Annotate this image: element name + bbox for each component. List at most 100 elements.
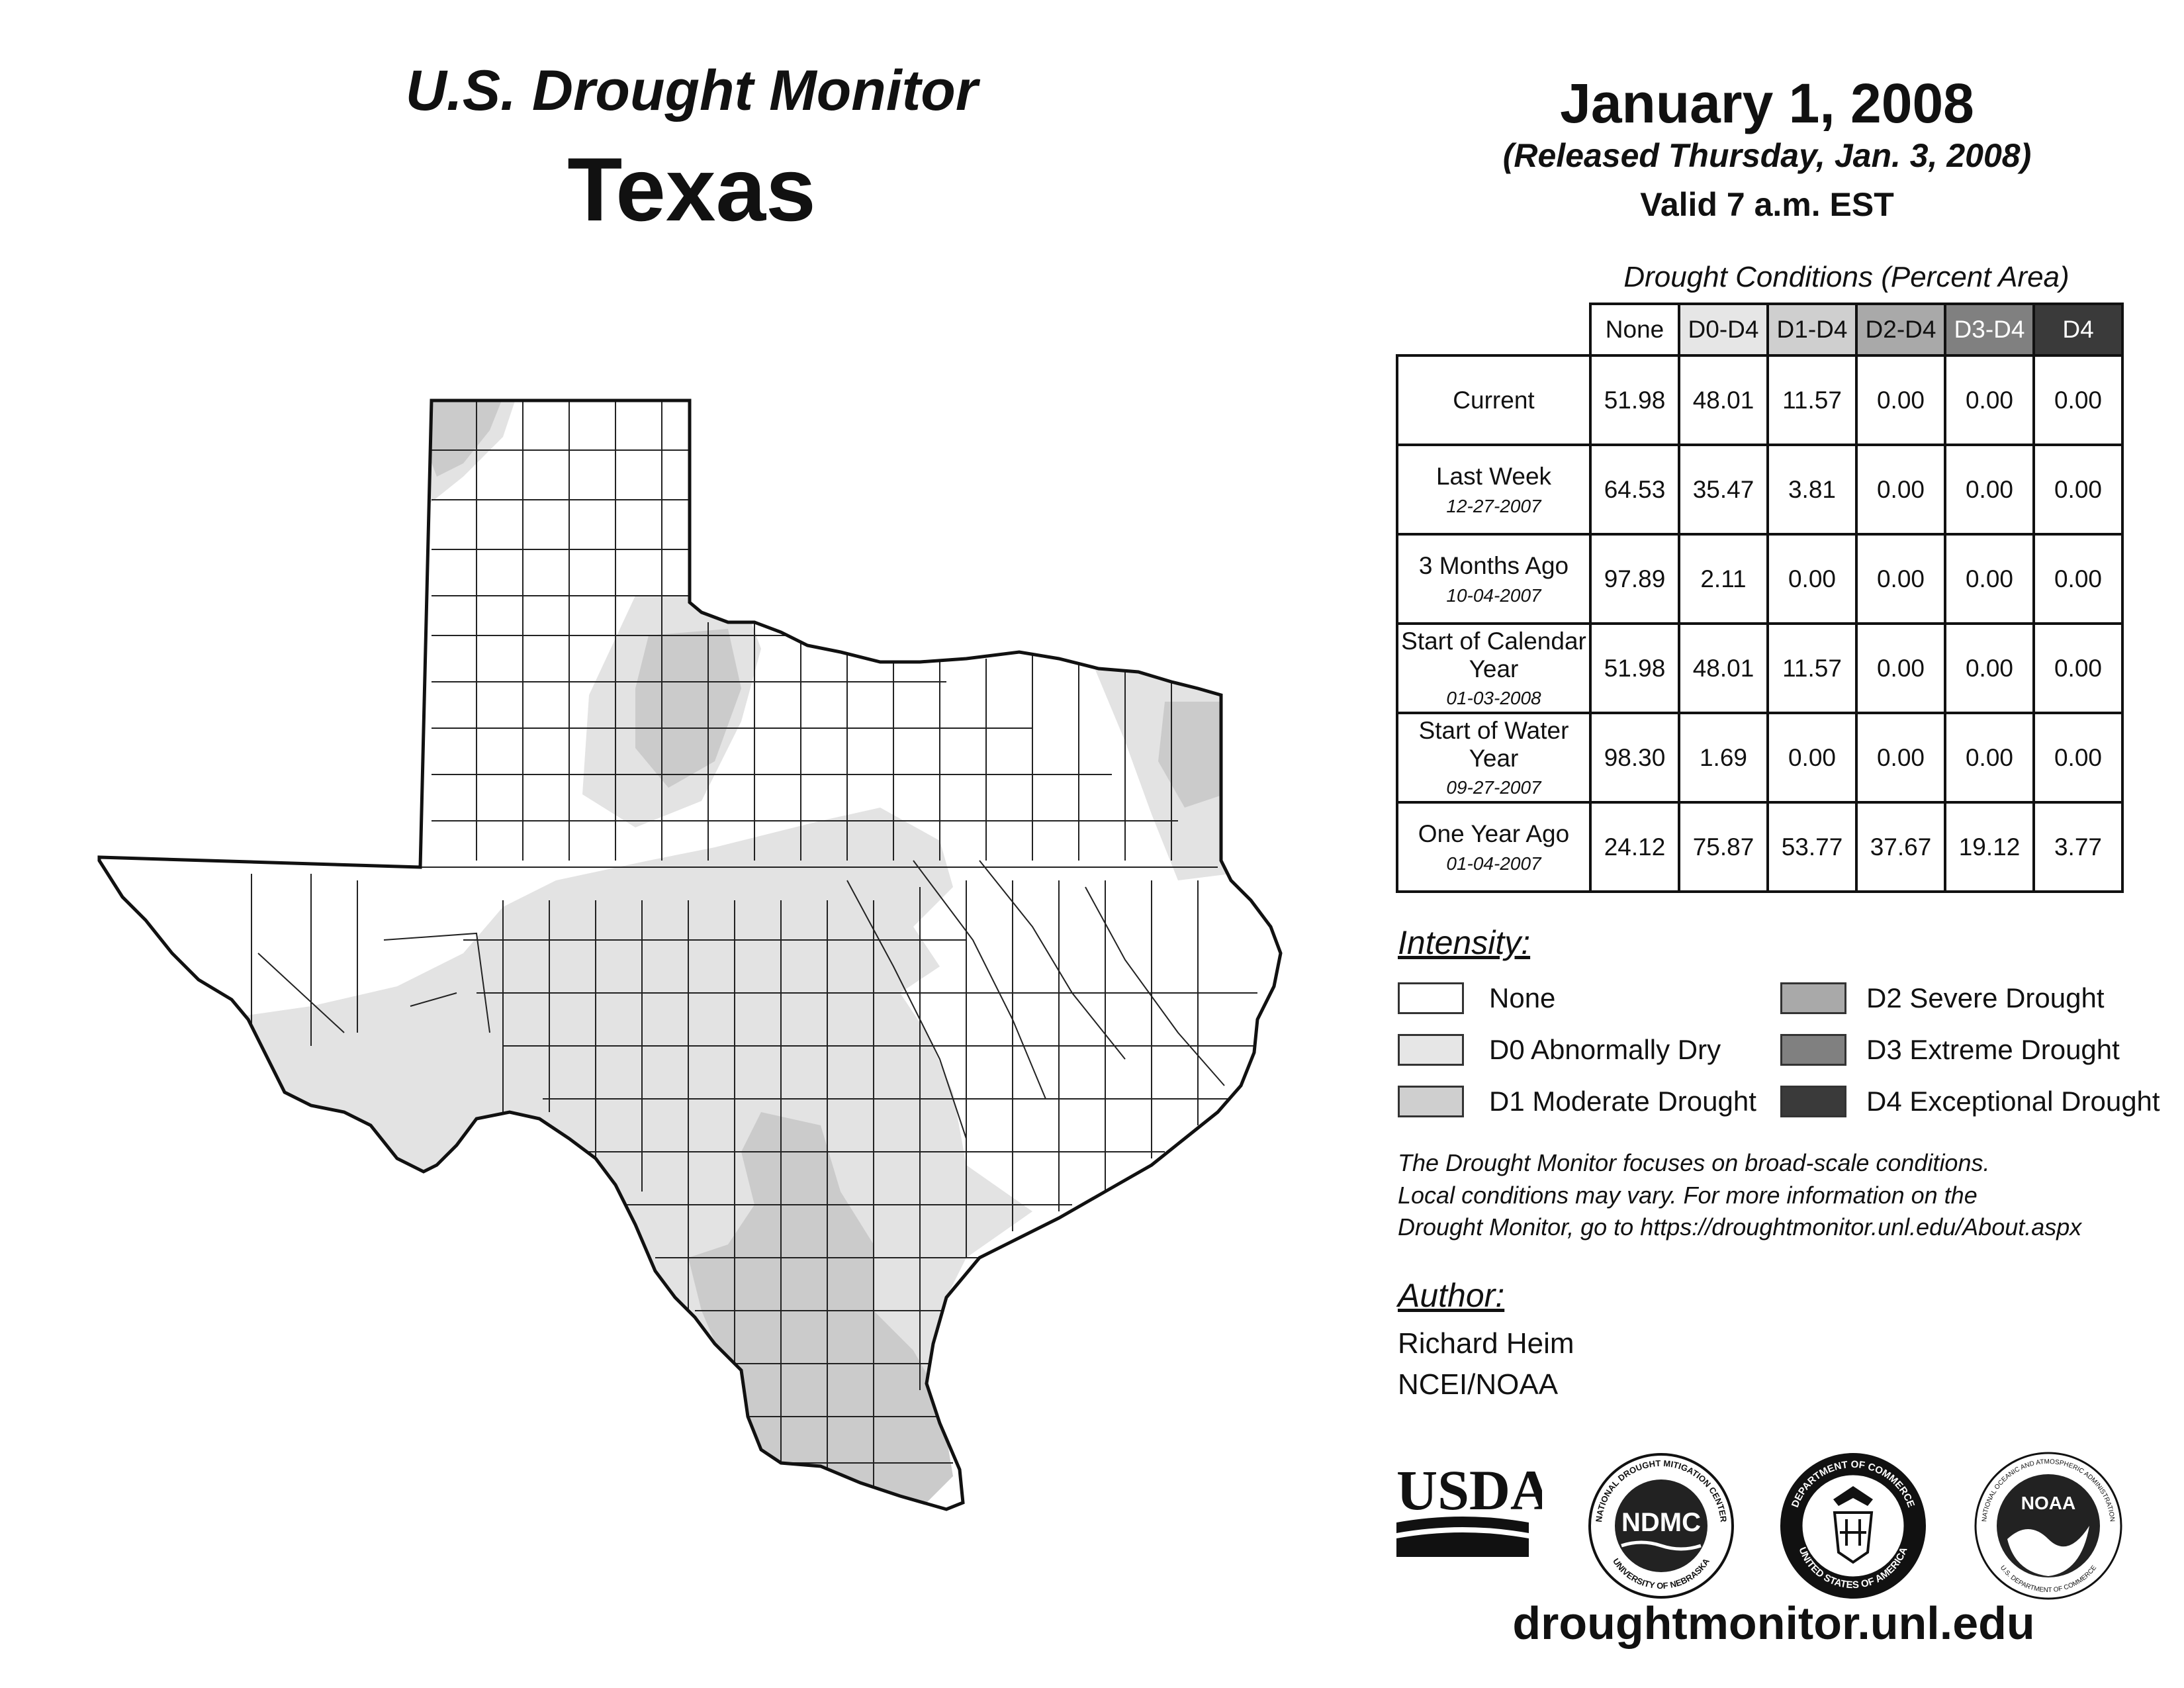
map-date: January 1, 2008 — [1560, 72, 1974, 134]
row-label: 3 Months Ago 10-04-2007 — [1396, 533, 1592, 625]
row-date: 01-04-2007 — [1446, 853, 1541, 874]
table-cell: 0.00 — [1855, 354, 1946, 446]
table-cell: 2.11 — [1678, 533, 1769, 625]
d1-east-texas — [1158, 702, 1224, 808]
legend-swatch-d0 — [1398, 1034, 1464, 1066]
col-header-d3-d4: D3-D4 — [1944, 303, 2035, 357]
drought-shading — [218, 400, 1231, 1509]
table-cell: 75.87 — [1678, 801, 1769, 893]
row-date: 10-04-2007 — [1446, 585, 1541, 606]
table-cell: 0.00 — [1855, 533, 1946, 625]
website-url[interactable]: droughtmonitor.unl.edu — [1512, 1597, 2035, 1649]
col-header-d1-d4: D1-D4 — [1766, 303, 1858, 357]
d1-south-texas — [688, 1112, 953, 1509]
table-row: Start of Calendar Year 01-03-2008 51.98 48.… — [1396, 622, 2124, 714]
legend-swatch-d3 — [1780, 1034, 1846, 1066]
legend-swatch-none — [1398, 982, 1464, 1014]
legend-label-d3: D3 Extreme Drought — [1866, 1034, 2120, 1065]
legend-label-d1: D1 Moderate Drought — [1489, 1086, 1756, 1117]
legend-swatch-d4 — [1780, 1086, 1846, 1117]
table-cell: 0.00 — [1944, 622, 2035, 714]
table-cell: 51.98 — [1589, 354, 1680, 446]
table-cell: 0.00 — [1855, 712, 1946, 804]
table-cell: 19.12 — [1944, 801, 2035, 893]
table-cell: 0.00 — [2032, 444, 2124, 536]
table-cell: 64.53 — [1589, 444, 1680, 536]
col-header-d4: D4 — [2032, 303, 2124, 357]
table-cell: 48.01 — [1678, 354, 1769, 446]
row-label-text: Last Week — [1435, 463, 1552, 491]
legend-label-none: None — [1489, 982, 1556, 1013]
table-cell: 0.00 — [2032, 712, 2124, 804]
d1-rolling-plains — [635, 629, 741, 788]
table-cell: 53.77 — [1766, 801, 1858, 893]
ndmc-logo-text: NDMC — [1621, 1508, 1701, 1537]
table-cell: 11.57 — [1766, 622, 1858, 714]
legend-swatch-d1 — [1398, 1086, 1464, 1117]
valid-time: Valid 7 a.m. EST — [1640, 186, 1894, 223]
map-title: U.S. Drought Monitor — [405, 59, 978, 122]
usda-logo-text: USDA — [1396, 1458, 1542, 1522]
table-row: Last Week 12-27-2007 64.53 35.47 3.81 0.00 0.0… — [1396, 444, 2124, 536]
table-cell: 98.30 — [1589, 712, 1680, 804]
table-cell: 24.12 — [1589, 801, 1680, 893]
author-name: Richard Heim — [1398, 1327, 1574, 1360]
row-label: Start of Calendar Year 01-03-2008 — [1396, 622, 1592, 714]
county-boundaries — [251, 400, 1257, 1489]
release-date: (Released Thursday, Jan. 3, 2008) — [1502, 137, 2032, 174]
noaa-logo: NATIONAL OCEANIC AND ATMOSPHERIC ADMINIS… — [1974, 1452, 2122, 1600]
row-label-text: 3 Months Ago — [1418, 552, 1569, 580]
row-date: 12-27-2007 — [1446, 495, 1541, 516]
row-label-text: Start of Water Year — [1418, 717, 1569, 772]
row-label: Start of Water Year 09-27-2007 — [1396, 712, 1592, 804]
commerce-seal-logo: DEPARTMENT OF COMMERCE UNITED STATES OF … — [1780, 1453, 1926, 1599]
legend-title: Intensity: — [1398, 924, 1531, 961]
table-cell: 35.47 — [1678, 444, 1769, 536]
disclaimer-note: The Drought Monitor focuses on broad-sca… — [1398, 1147, 2159, 1244]
table-cell: 1.69 — [1678, 712, 1769, 804]
table-cell: 3.77 — [2032, 801, 2124, 893]
table-row: Current 51.98 48.01 11.57 0.00 0.00 0.00 — [1396, 354, 2124, 446]
row-label: Current — [1396, 354, 1592, 446]
author-title: Author: — [1398, 1277, 1505, 1314]
table-cell: 3.81 — [1766, 444, 1858, 536]
texas-drought-map — [0, 0, 1383, 1688]
table-cell: 48.01 — [1678, 622, 1769, 714]
row-label-text: Current — [1453, 386, 1535, 414]
col-header-d0-d4: D0-D4 — [1678, 303, 1769, 357]
table-cell: 0.00 — [1766, 533, 1858, 625]
col-header-d2-d4: D2-D4 — [1855, 303, 1946, 357]
table-row: Start of Water Year 09-27-2007 98.30 1.69 0.… — [1396, 712, 2124, 804]
table-caption: Drought Conditions (Percent Area) — [1623, 261, 2070, 293]
table-row: 3 Months Ago 10-04-2007 97.89 2.11 0.00 0.00 0… — [1396, 533, 2124, 625]
row-date: 01-03-2008 — [1446, 688, 1541, 709]
usda-logo: USDA — [1396, 1458, 1542, 1557]
author-org: NCEI/NOAA — [1398, 1368, 1559, 1401]
table-cell: 0.00 — [2032, 622, 2124, 714]
table-cell: 11.57 — [1766, 354, 1858, 446]
table-cell: 0.00 — [2032, 354, 2124, 446]
table-cell: 97.89 — [1589, 533, 1680, 625]
table-header-row: None D0-D4 D1-D4 D2-D4 D3-D4 D4 — [1397, 303, 2124, 357]
note-line-1: The Drought Monitor focuses on broad-sca… — [1398, 1149, 1990, 1176]
table-cell: 0.00 — [2032, 533, 2124, 625]
row-label-text: One Year Ago — [1418, 820, 1570, 848]
drought-conditions-table: None D0-D4 D1-D4 D2-D4 D3-D4 D4 Current 5… — [1396, 303, 2124, 893]
table-row: One Year Ago 01-04-2007 24.12 75.87 53.77 37.… — [1396, 801, 2124, 893]
table-cell: 0.00 — [1944, 712, 2035, 804]
corner-cell — [1397, 304, 1592, 357]
row-label: One Year Ago 01-04-2007 — [1396, 801, 1592, 893]
table-cell: 0.00 — [1944, 444, 2035, 536]
table-cell: 0.00 — [1766, 712, 1858, 804]
row-date: 09-27-2007 — [1446, 777, 1541, 798]
row-label: Last Week 12-27-2007 — [1396, 444, 1592, 536]
table-cell: 51.98 — [1589, 622, 1680, 714]
region-title: Texas — [567, 139, 816, 240]
table-cell: 0.00 — [1944, 533, 2035, 625]
ndmc-logo: NATIONAL DROUGHT MITIGATION CENTER UNIVE… — [1588, 1453, 1734, 1599]
table-cell: 37.67 — [1855, 801, 1946, 893]
table-cell: 0.00 — [1944, 354, 2035, 446]
noaa-logo-text: NOAA — [2021, 1493, 2075, 1513]
note-line-2: Local conditions may vary. For more info… — [1398, 1181, 1978, 1209]
col-header-none: None — [1589, 303, 1680, 357]
